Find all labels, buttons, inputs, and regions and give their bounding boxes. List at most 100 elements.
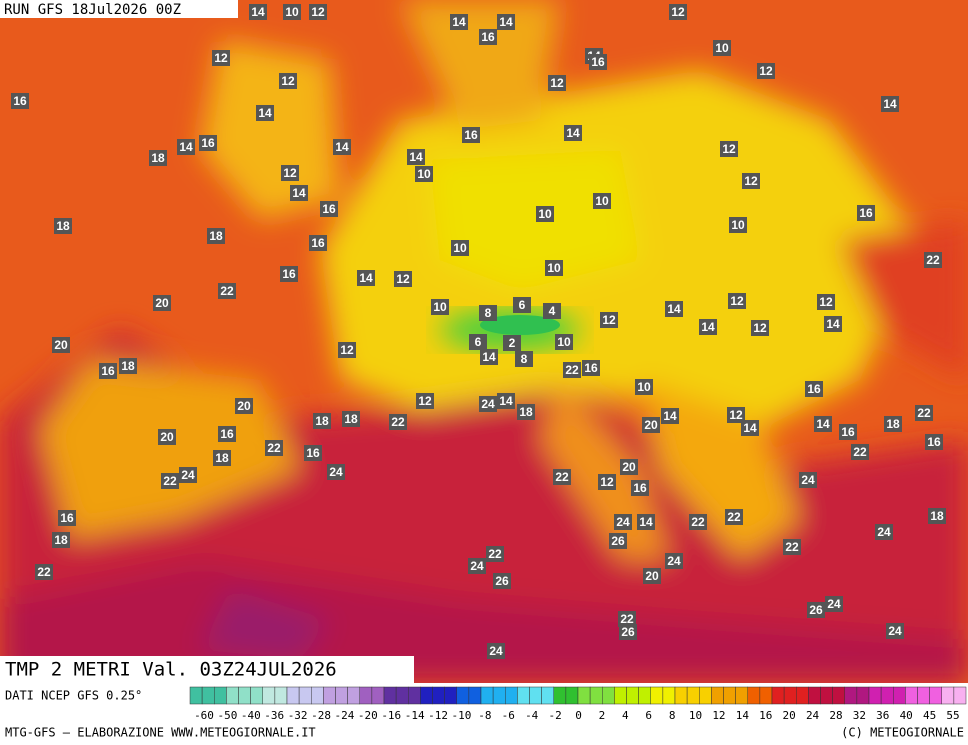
scale-label: 28 bbox=[829, 709, 842, 722]
label-box bbox=[593, 193, 611, 209]
color-box bbox=[686, 686, 700, 705]
label-box bbox=[462, 127, 480, 143]
point-label: 22 bbox=[691, 515, 705, 529]
copyright: (C) METEOGIORNALE bbox=[841, 726, 964, 740]
color-box bbox=[796, 686, 809, 705]
label-box bbox=[177, 139, 195, 155]
point-label: 22 bbox=[727, 510, 741, 524]
point-label: 18 bbox=[54, 533, 68, 547]
point-label: 12 bbox=[281, 74, 295, 88]
color-box bbox=[917, 686, 930, 705]
scale-label: -4 bbox=[525, 709, 539, 722]
point-label: 10 bbox=[731, 218, 745, 232]
label-box bbox=[741, 420, 759, 436]
point-label: 16 bbox=[927, 435, 941, 449]
label-box bbox=[153, 295, 171, 311]
color-box bbox=[408, 686, 421, 705]
scale-label: -2 bbox=[548, 709, 561, 722]
color-box bbox=[444, 686, 457, 705]
label-box bbox=[609, 533, 627, 549]
label-box bbox=[689, 514, 707, 530]
color-box bbox=[650, 686, 664, 705]
color-box bbox=[335, 686, 348, 705]
point-label: 14 bbox=[639, 515, 653, 529]
point-label: 12 bbox=[600, 475, 614, 489]
label-box bbox=[851, 444, 869, 460]
label-box bbox=[881, 96, 899, 112]
label-box bbox=[290, 185, 308, 201]
label-box bbox=[729, 217, 747, 233]
label-box bbox=[333, 139, 351, 155]
point-label: 12 bbox=[729, 408, 743, 422]
point-label: 24 bbox=[489, 644, 503, 658]
label-box bbox=[637, 514, 655, 530]
label-box bbox=[757, 63, 775, 79]
point-label: 10 bbox=[547, 261, 561, 275]
scale-label: -12 bbox=[428, 709, 448, 722]
point-label: 12 bbox=[340, 343, 354, 357]
scale-label: 8 bbox=[669, 709, 676, 722]
label-box bbox=[553, 469, 571, 485]
label-box bbox=[342, 411, 360, 427]
label-box bbox=[256, 105, 274, 121]
point-label: 20 bbox=[54, 338, 68, 352]
point-label: 26 bbox=[809, 603, 823, 617]
label-box bbox=[218, 426, 236, 442]
point-label: 18 bbox=[121, 359, 135, 373]
point-label: 14 bbox=[499, 394, 513, 408]
point-label: 12 bbox=[602, 313, 616, 327]
point-label: 4 bbox=[549, 304, 556, 318]
point-label: 16 bbox=[101, 364, 115, 378]
scale-label: 12 bbox=[712, 709, 725, 722]
label-box bbox=[720, 141, 738, 157]
label-box bbox=[468, 558, 486, 574]
label-box bbox=[207, 228, 225, 244]
point-label: 22 bbox=[853, 445, 867, 459]
scale-label: 40 bbox=[900, 709, 913, 722]
label-box bbox=[751, 320, 769, 336]
point-label: 14 bbox=[667, 302, 681, 316]
color-box bbox=[929, 686, 942, 705]
color-box bbox=[759, 686, 773, 705]
label-box bbox=[497, 393, 515, 409]
color-box bbox=[856, 686, 870, 705]
point-label: 18 bbox=[151, 151, 165, 165]
label-box bbox=[564, 125, 582, 141]
point-label: 14 bbox=[359, 271, 373, 285]
label-box bbox=[493, 573, 511, 589]
point-label: 24 bbox=[481, 397, 495, 411]
point-label: 22 bbox=[926, 253, 940, 267]
point-label: 16 bbox=[60, 511, 74, 525]
point-label: 26 bbox=[621, 625, 635, 639]
color-box bbox=[189, 686, 203, 705]
color-box bbox=[286, 686, 300, 705]
label-box bbox=[249, 4, 267, 20]
color-box bbox=[201, 686, 215, 705]
label-box bbox=[212, 50, 230, 66]
label-box bbox=[642, 417, 660, 433]
point-label: 16 bbox=[859, 206, 873, 220]
color-box bbox=[250, 686, 263, 705]
scale-label: 0 bbox=[575, 709, 582, 722]
label-box bbox=[915, 405, 933, 421]
point-label: 22 bbox=[37, 565, 51, 579]
scale-label: 36 bbox=[876, 709, 889, 722]
label-box bbox=[513, 297, 531, 313]
point-label: 18 bbox=[344, 412, 358, 426]
point-label: 14 bbox=[663, 409, 677, 423]
point-label: 14 bbox=[292, 186, 306, 200]
color-box bbox=[226, 686, 239, 705]
color-box bbox=[808, 686, 821, 705]
point-label: 16 bbox=[464, 128, 478, 142]
point-label: 12 bbox=[819, 295, 833, 309]
point-label: 22 bbox=[488, 547, 502, 561]
label-box bbox=[486, 546, 504, 562]
point-label: 22 bbox=[391, 415, 405, 429]
point-label: 16 bbox=[306, 446, 320, 460]
point-label: 20 bbox=[622, 460, 636, 474]
color-box bbox=[783, 686, 797, 705]
label-box bbox=[338, 342, 356, 358]
color-box bbox=[468, 686, 482, 705]
color-box bbox=[844, 686, 858, 705]
scale-label: 14 bbox=[736, 709, 750, 722]
